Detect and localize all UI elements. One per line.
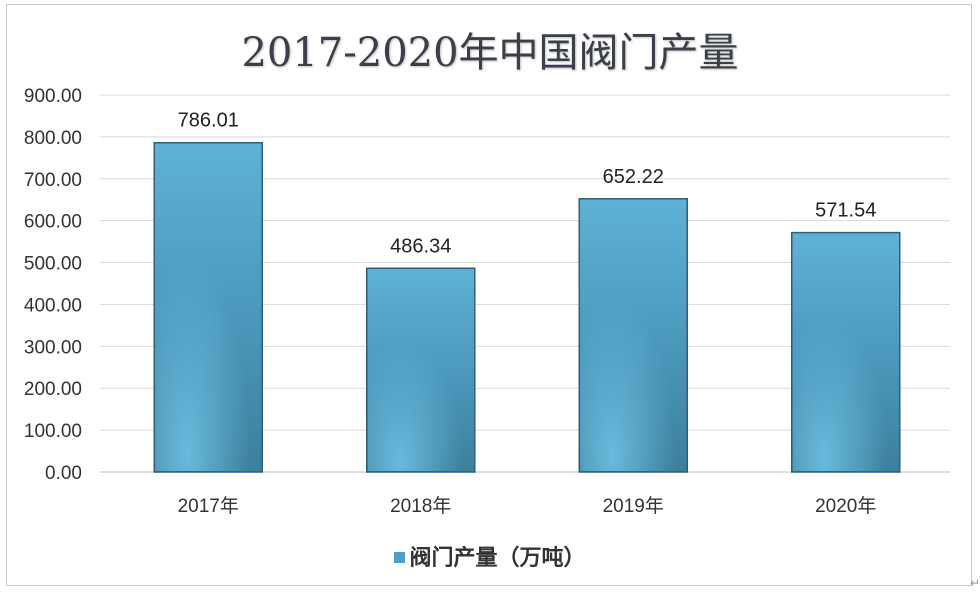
bar-highlight (367, 269, 474, 471)
x-axis-ticks: 2017年 2018年 2019年 2020年 (178, 495, 877, 517)
data-label: 486.34 (390, 235, 451, 257)
x-tick-label: 2018年 (390, 495, 451, 517)
bar-highlight (580, 199, 687, 471)
data-labels: 786.01 486.34 652.22 571.54 (178, 110, 877, 258)
y-tick-label: 600.00 (24, 212, 82, 233)
legend: 阀门产量（万吨） (0, 540, 980, 572)
legend-label: 阀门产量（万吨） (409, 545, 586, 570)
bars (153, 141, 901, 473)
y-tick-label: 800.00 (24, 128, 82, 149)
corner-mark-icon: ↵ (969, 576, 980, 590)
x-tick-label: 2019年 (603, 495, 664, 517)
data-label: 652.22 (603, 166, 664, 188)
x-tick-label: 2017年 (178, 495, 239, 517)
x-tick-label: 2020年 (815, 495, 876, 517)
data-label: 786.01 (178, 110, 239, 132)
y-tick-label: 200.00 (24, 379, 82, 400)
bar-highlight (155, 143, 262, 471)
y-axis-ticks: 0.00 100.00 200.00 300.00 400.00 500.00 600.00… (24, 86, 82, 484)
y-tick-label: 500.00 (24, 254, 82, 275)
chart-title: 2017-2020年中国阀门产量 (241, 30, 739, 76)
legend-swatch (394, 551, 406, 563)
data-label: 571.54 (815, 200, 876, 222)
y-tick-label: 400.00 (24, 295, 82, 316)
y-tick-label: 0.00 (45, 463, 82, 484)
y-tick-label: 300.00 (24, 337, 82, 358)
bar-highlight (792, 233, 899, 471)
y-tick-label: 700.00 (24, 170, 82, 191)
y-tick-label: 100.00 (24, 421, 82, 442)
y-tick-label: 900.00 (24, 86, 82, 107)
